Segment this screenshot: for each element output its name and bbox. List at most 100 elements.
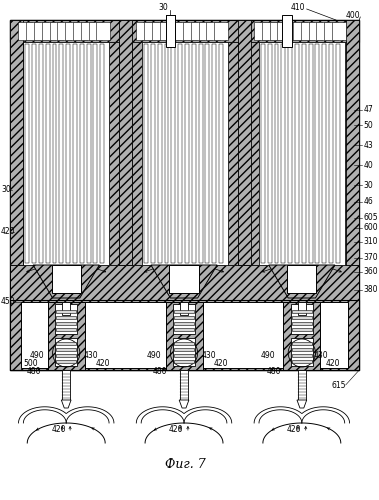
Text: 420: 420	[325, 360, 340, 368]
Bar	[56, 316, 76, 319]
Bar	[22, 302, 348, 368]
Polygon shape	[179, 400, 189, 408]
Bar	[292, 348, 312, 351]
Bar	[169, 265, 199, 293]
Bar	[282, 15, 292, 47]
Bar	[174, 354, 194, 357]
Bar	[50, 22, 63, 40]
Bar	[292, 328, 312, 331]
Bar	[324, 22, 338, 40]
Bar	[277, 22, 291, 40]
Text: 40: 40	[363, 160, 373, 170]
Bar	[291, 338, 313, 366]
Bar	[55, 304, 77, 334]
Text: 430: 430	[202, 352, 216, 360]
Bar	[298, 370, 306, 400]
Bar	[174, 360, 194, 363]
Bar	[94, 44, 97, 263]
Bar	[174, 310, 194, 313]
Text: 500: 500	[23, 360, 38, 368]
Bar	[293, 22, 307, 40]
Bar	[56, 354, 76, 357]
Bar	[53, 44, 56, 263]
Bar	[171, 44, 175, 263]
Text: 450: 450	[1, 298, 16, 306]
Bar	[10, 20, 23, 265]
Bar	[144, 44, 148, 263]
Text: 47: 47	[363, 106, 373, 114]
Bar	[295, 44, 299, 263]
Text: 370: 370	[363, 254, 378, 262]
Bar	[96, 22, 110, 40]
Bar	[292, 310, 312, 313]
Text: 46: 46	[363, 198, 373, 206]
Bar	[292, 322, 312, 325]
Bar	[174, 322, 194, 325]
Bar	[152, 22, 166, 40]
Bar	[292, 354, 312, 357]
Text: 43: 43	[363, 140, 373, 149]
Bar	[309, 44, 313, 263]
Text: 360: 360	[363, 268, 378, 276]
Bar	[183, 22, 197, 40]
Bar	[212, 44, 216, 263]
Bar	[42, 22, 55, 40]
Bar	[346, 20, 359, 265]
Text: 420: 420	[213, 360, 228, 368]
Bar	[281, 44, 285, 263]
Bar	[205, 44, 209, 263]
Bar	[73, 22, 87, 40]
Bar	[199, 22, 212, 40]
Polygon shape	[297, 400, 307, 408]
Text: 420: 420	[287, 426, 301, 434]
Bar	[62, 370, 70, 400]
Bar	[174, 342, 194, 345]
Bar	[109, 42, 119, 265]
Bar	[285, 22, 299, 40]
Bar	[10, 20, 359, 42]
Bar	[25, 44, 29, 263]
Bar	[56, 322, 76, 325]
Bar	[238, 20, 251, 265]
Text: 480: 480	[267, 368, 281, 376]
Bar	[166, 15, 175, 47]
Bar	[345, 42, 354, 265]
Bar	[56, 342, 76, 345]
Bar	[87, 44, 91, 263]
Bar	[268, 44, 272, 263]
Text: 615: 615	[331, 380, 346, 390]
Bar	[174, 316, 194, 319]
Bar	[316, 22, 330, 40]
Bar	[173, 304, 195, 334]
Bar	[175, 22, 189, 40]
Text: 30: 30	[1, 186, 11, 194]
Bar	[261, 44, 265, 263]
Bar	[274, 44, 279, 263]
Bar	[56, 310, 76, 313]
Bar	[66, 44, 70, 263]
Bar	[158, 44, 161, 263]
Bar	[283, 302, 320, 370]
Bar	[19, 42, 349, 360]
Bar	[288, 44, 292, 263]
Bar	[164, 44, 168, 263]
Bar	[174, 348, 194, 351]
Text: 430: 430	[313, 352, 328, 360]
Bar	[199, 44, 202, 263]
Text: Фиг. 7: Фиг. 7	[164, 458, 205, 471]
Bar	[10, 20, 359, 370]
Bar	[178, 44, 182, 263]
Bar	[329, 44, 333, 263]
Bar	[192, 44, 196, 263]
Bar	[10, 265, 359, 310]
Bar	[80, 44, 84, 263]
Bar	[56, 328, 76, 331]
Bar	[19, 22, 32, 40]
Bar	[302, 44, 306, 263]
Bar	[214, 22, 228, 40]
Bar	[191, 22, 205, 40]
Bar	[219, 44, 223, 263]
Bar	[228, 42, 238, 265]
Bar	[270, 22, 283, 40]
Bar	[298, 302, 306, 315]
